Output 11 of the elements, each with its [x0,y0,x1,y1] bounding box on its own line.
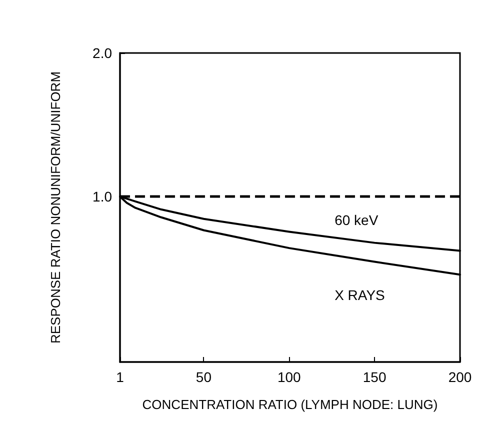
y-axis-title: RESPONSE RATIO NONUNIFORM/UNIFORM [48,71,63,344]
x-tick-label: 1 [116,369,124,385]
x-tick-label: 50 [196,369,212,385]
series-label: X RAYS [334,286,385,303]
series-label: 60 keV [334,212,379,228]
x-tick-label: 200 [448,369,472,385]
y-tick-label: 1.0 [92,188,112,205]
y-tick-label: 2.0 [92,45,112,61]
x-tick-label: 150 [362,369,386,385]
x-axis-title: CONCENTRATION RATIO (LYMPH NODE: LUNG) [142,397,438,412]
x-tick-label: 100 [277,369,302,385]
